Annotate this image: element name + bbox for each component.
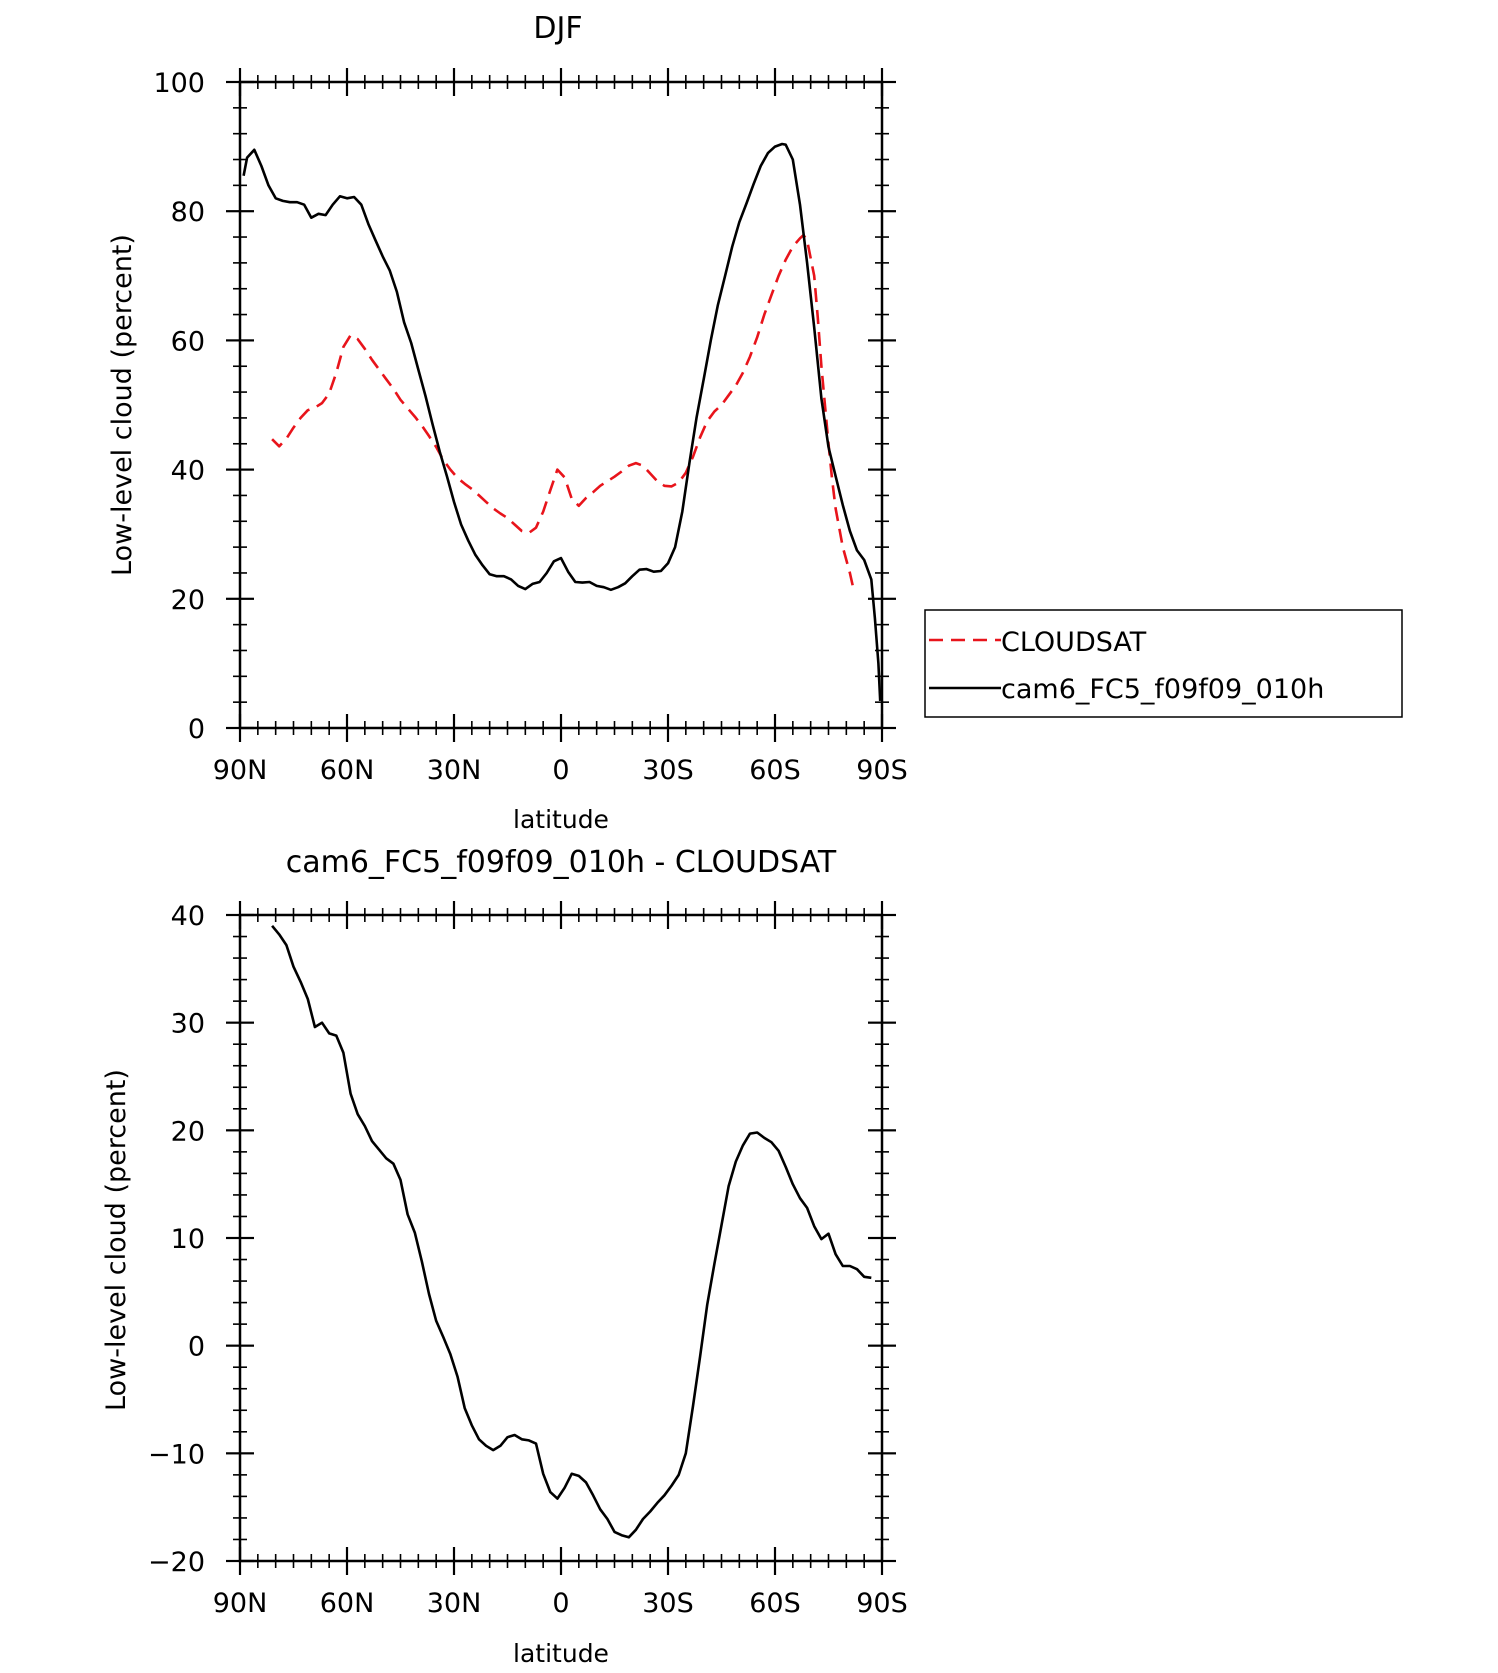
chart-bottom-xlabel: latitude <box>513 1639 609 1668</box>
chart-bottom: cam6_FC5_f09f09_010h - CLOUDSAT 90N 60N 30… <box>101 845 908 1668</box>
x-tick-label: 60N <box>320 755 375 786</box>
x-tick-label: 90S <box>856 1588 908 1619</box>
x-tick-label: 30N <box>427 755 482 786</box>
chart-bottom-tick-labels: 90N 60N 30N 0 30S 60S 90S −20 −10 0 10 20 30 40 <box>148 901 908 1619</box>
y-tick-label: −10 <box>148 1439 205 1470</box>
series-line-cam6-fc5-f09f09-010h <box>242 142 882 701</box>
y-tick-label: −20 <box>148 1547 205 1578</box>
legend-label-model: cam6_FC5_f09f09_010h <box>1001 674 1324 705</box>
y-tick-label: 0 <box>188 1332 205 1363</box>
x-tick-label: 60S <box>749 1588 801 1619</box>
x-tick-label: 30N <box>427 1588 482 1619</box>
y-tick-label: 20 <box>171 1116 205 1147</box>
series-line-cloudsat <box>271 233 855 590</box>
x-tick-label: 90N <box>213 755 268 786</box>
y-tick-label: 30 <box>171 1009 205 1040</box>
chart-bottom-ylabel: Low-level cloud (percent) <box>101 1069 132 1411</box>
series-line-difference <box>271 924 872 1539</box>
x-tick-label: 90N <box>213 1588 268 1619</box>
y-tick-label: 20 <box>171 585 205 616</box>
legend-box <box>924 609 1403 718</box>
x-tick-label: 0 <box>552 1588 569 1619</box>
x-tick-label: 60S <box>749 755 801 786</box>
chart-top-series <box>242 142 882 701</box>
chart-top-legend: CLOUDSAT cam6_FC5_f09f09_010h <box>924 609 1403 718</box>
chart-top-title: DJF <box>533 11 582 46</box>
chart-top-ylabel: Low-level cloud (percent) <box>107 234 138 576</box>
chart-top-xlabel: latitude <box>513 805 609 834</box>
x-tick-label: 30S <box>642 755 694 786</box>
y-tick-label: 100 <box>153 68 205 99</box>
x-tick-label: 30S <box>642 1588 694 1619</box>
chart-bottom-ticks <box>226 901 896 1575</box>
y-tick-label: 40 <box>171 456 205 487</box>
x-tick-label: 90S <box>856 755 908 786</box>
chart-top-tick-labels: 90N 60N 30N 0 30S 60S 90S 0 20 40 60 80 100 <box>153 68 907 786</box>
y-tick-label: 60 <box>171 326 205 357</box>
y-tick-label: 80 <box>171 197 205 228</box>
y-tick-label: 40 <box>171 901 205 932</box>
chart-bottom-frame <box>238 913 884 1563</box>
chart-bottom-series <box>271 924 872 1539</box>
y-tick-label: 0 <box>188 714 205 745</box>
chart-bottom-title: cam6_FC5_f09f09_010h - CLOUDSAT <box>286 845 837 880</box>
y-tick-label: 10 <box>171 1224 205 1255</box>
x-tick-label: 0 <box>552 755 569 786</box>
x-tick-label: 60N <box>320 1588 375 1619</box>
legend-label-cloudsat: CLOUDSAT <box>1001 627 1147 658</box>
chart-top: DJF 90N 60N 30N 0 30S 60S 90S 0 20 40 60 80 100 lati… <box>107 11 1403 834</box>
chart-top-frame <box>238 80 884 730</box>
